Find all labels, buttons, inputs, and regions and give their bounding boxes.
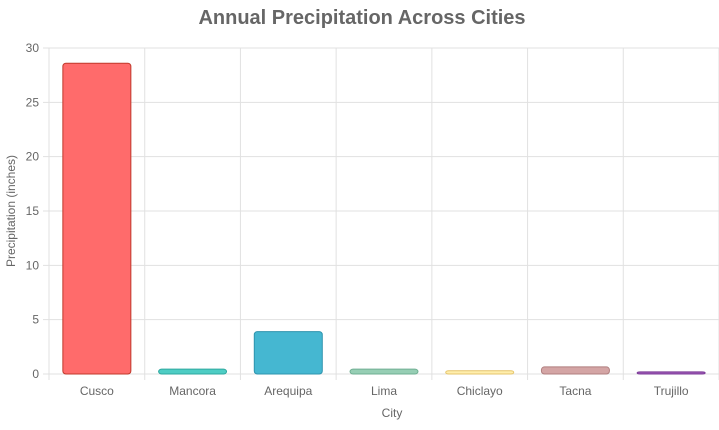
- y-tick-label: 15: [26, 204, 40, 218]
- y-tick-label: 5: [32, 313, 39, 327]
- x-tick-label: Trujillo: [654, 384, 689, 398]
- x-tick-label: Mancora: [169, 384, 216, 398]
- x-tick-label: Chiclayo: [457, 384, 503, 398]
- x-tick-label: Lima: [371, 384, 397, 398]
- y-tick-label: 25: [26, 95, 40, 109]
- y-tick-label: 30: [26, 41, 40, 55]
- y-tick-label: 10: [26, 258, 40, 272]
- y-tick-label: 0: [32, 367, 39, 381]
- x-tick-label: Arequipa: [264, 384, 312, 398]
- x-axis-label: City: [382, 406, 403, 420]
- y-axis-label: Precipitation (inches): [4, 155, 18, 267]
- x-tick-label: Tacna: [559, 384, 591, 398]
- bar-lima: [349, 368, 419, 375]
- bar-chiclayo: [445, 370, 515, 375]
- x-tick-label: Cusco: [80, 384, 114, 398]
- bar-trujillo: [636, 371, 706, 375]
- chart-title: Annual Precipitation Across Cities: [198, 7, 525, 29]
- bar-tacna: [540, 366, 610, 375]
- y-tick-label: 20: [26, 150, 40, 164]
- bar-cusco: [62, 62, 132, 375]
- bar-mancora: [158, 368, 228, 375]
- bar-arequipa: [253, 331, 323, 375]
